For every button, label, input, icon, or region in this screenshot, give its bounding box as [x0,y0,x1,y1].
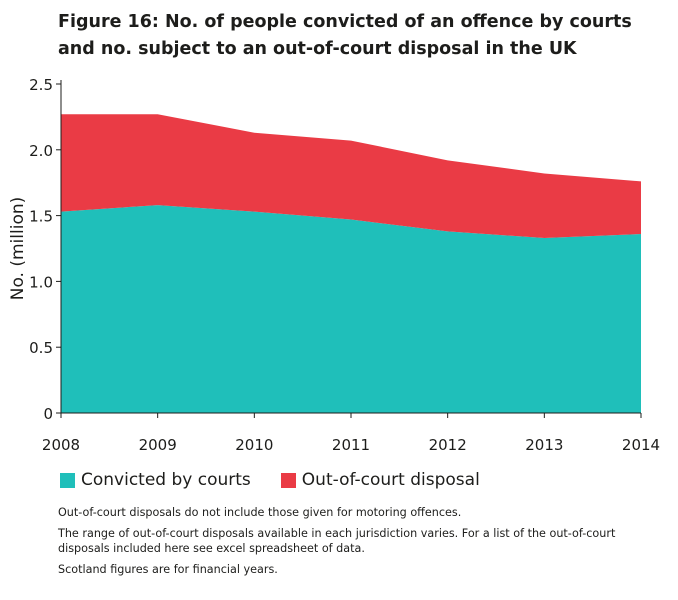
y-tick-label: 2.0 [29,142,53,160]
chart-legend: Convicted by courts Out-of-court disposa… [60,468,510,492]
area-out-of-court-disposal [61,114,641,238]
x-tick-label: 2014 [622,436,660,454]
y-tick-label: 1.0 [29,273,53,291]
legend-swatch-convicted [60,472,75,488]
legend-label-out-of-court: Out-of-court disposal [301,470,480,490]
x-tick-label: 2012 [429,436,467,454]
chart-title-line-2: and no. subject to an out-of-court dispo… [58,39,577,59]
chart-title: Figure 16: No. of people convicted of an… [58,9,658,63]
note-motoring: Out-of-court disposals do not include th… [58,506,462,519]
legend-label-convicted: Convicted by courts [81,470,251,490]
x-tick-label: 2011 [332,436,370,454]
x-tick-label: 2013 [525,436,563,454]
y-tick-label: 0 [43,405,53,423]
chart-title-line-1: Figure 16: No. of people convicted of an… [58,12,632,32]
legend-item-out-of-court: Out-of-court disposal [280,470,480,490]
y-axis-title: No. (million) [8,197,28,301]
y-tick-label: 2.5 [29,76,53,94]
legend-swatch-out-of-court [280,472,296,488]
note-scotland: Scotland figures are for financial years… [58,563,278,576]
area-convicted-by-courts [61,205,641,413]
y-tick-label: 1.5 [29,208,53,226]
area-chart: 0 0.5 1.0 1.5 2.0 2.5 2008 2009 2010 2011 2012 2013… [8,76,660,454]
note-jurisdiction: The range of out-of-court disposals avai… [58,527,616,555]
x-tick-label: 2010 [235,436,273,454]
legend-item-convicted: Convicted by courts [60,470,251,490]
chart-notes: Out-of-court disposals do not include th… [58,505,618,583]
x-tick-label: 2008 [42,436,80,454]
y-tick-label: 0.5 [29,339,53,357]
x-tick-label: 2009 [139,436,177,454]
